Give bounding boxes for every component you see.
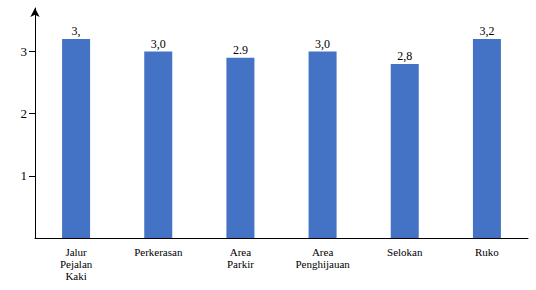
svg-text:Kaki: Kaki (65, 270, 86, 282)
svg-text:3: 3 (21, 44, 28, 59)
svg-text:Parkir: Parkir (227, 258, 254, 270)
svg-text:Penghijauan: Penghijauan (295, 258, 350, 270)
svg-text:Jalur: Jalur (65, 246, 87, 258)
svg-text:Selokan: Selokan (387, 246, 423, 258)
svg-text:3,0: 3,0 (151, 37, 166, 51)
svg-text:1: 1 (21, 168, 28, 183)
svg-text:Perkerasan: Perkerasan (134, 246, 183, 258)
svg-text:3,0: 3,0 (315, 37, 330, 51)
svg-text:Pejalan: Pejalan (60, 258, 93, 270)
svg-text:2.9: 2.9 (233, 43, 248, 57)
svg-text:2: 2 (21, 106, 28, 121)
svg-text:Area: Area (312, 246, 333, 258)
svg-text:3,2: 3,2 (479, 24, 494, 38)
svg-text:Ruko: Ruko (475, 246, 499, 258)
svg-text:2,8: 2,8 (397, 49, 412, 63)
svg-text:Area: Area (230, 246, 251, 258)
svg-text:3,: 3, (72, 24, 81, 38)
